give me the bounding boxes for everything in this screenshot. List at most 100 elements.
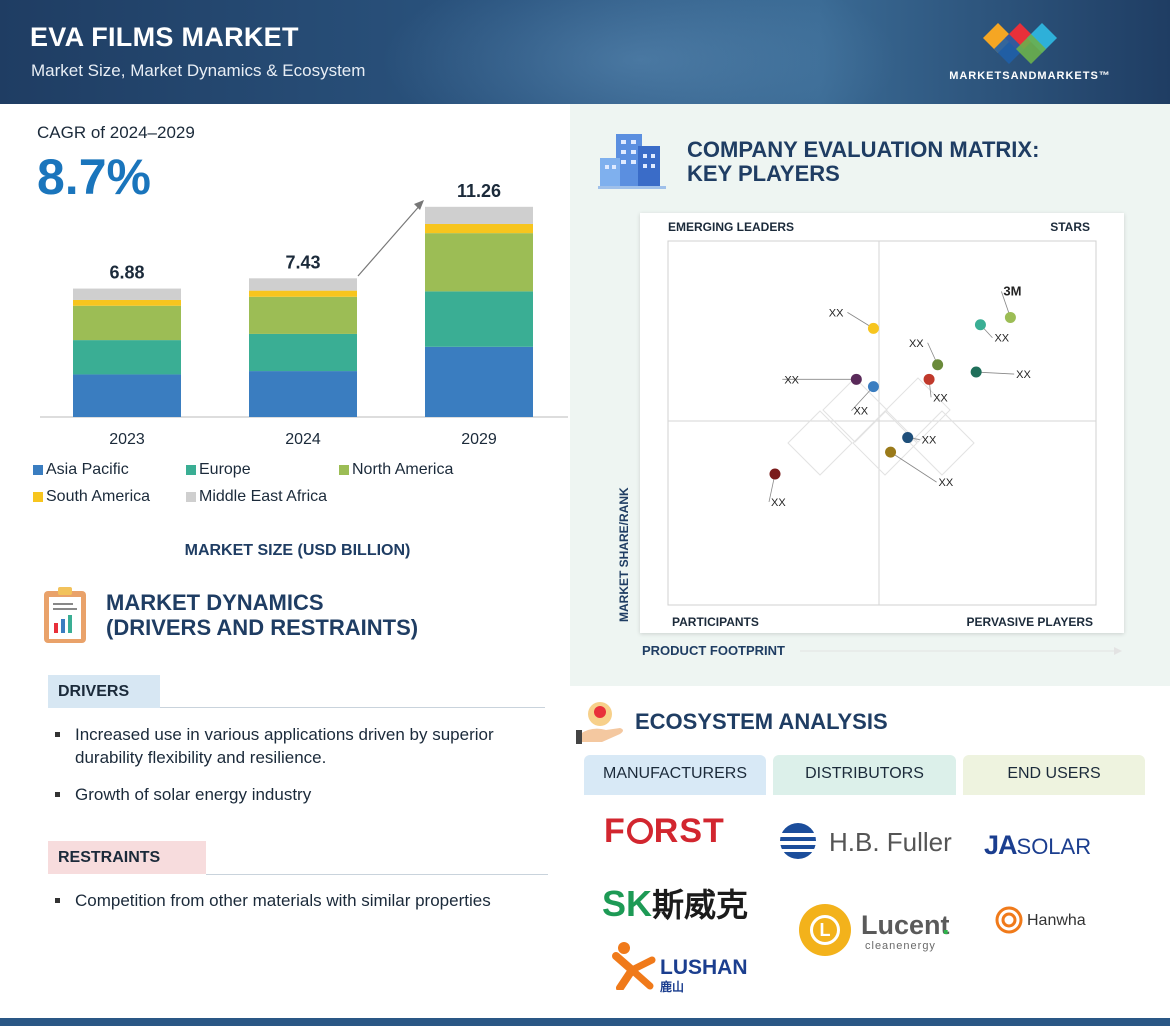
market-dynamics-title-line2: (DRIVERS AND RESTRAINTS) xyxy=(106,615,419,640)
bar-segment xyxy=(425,206,533,224)
legend-swatch xyxy=(186,465,196,475)
restraints-list: Competition from other materials with si… xyxy=(55,889,555,926)
bar-segment xyxy=(425,223,533,234)
jasolar-logo-solar: SOLAR xyxy=(1016,834,1092,859)
quadrant-participants: PARTICIPANTS xyxy=(672,615,759,629)
player-label: XX xyxy=(994,333,1009,345)
sk-logo-cn: 斯威克 xyxy=(652,887,749,923)
first-logo: F RST xyxy=(604,812,725,851)
lucent-logo-text: Lucent xyxy=(861,910,950,940)
market-dynamics-title: MARKET DYNAMICS (DRIVERS AND RESTRAINTS) xyxy=(106,590,418,640)
bar-segment xyxy=(73,288,181,300)
hanwha-logo-text: Hanwha xyxy=(1027,912,1086,929)
bar-segment xyxy=(73,374,181,417)
header-glow xyxy=(380,0,900,104)
legend-swatch xyxy=(33,465,43,475)
market-dynamics-title-line1: MARKET DYNAMICS xyxy=(106,590,324,615)
player-dot xyxy=(885,446,897,458)
first-logo-mark xyxy=(626,818,653,844)
bar-segment xyxy=(249,333,357,372)
lucent-mark-letter: L xyxy=(819,920,831,940)
tab-distributors: DISTRIBUTORS xyxy=(773,755,956,795)
restraint-item: Competition from other materials with si… xyxy=(55,889,555,912)
legend-item: South America xyxy=(33,488,150,506)
first-logo-f: F xyxy=(604,812,626,850)
cagr-label: CAGR of 2024–2029 xyxy=(37,123,195,142)
lushan-logo-cn: 鹿山 xyxy=(660,980,685,994)
quadrant-stars: STARS xyxy=(1050,220,1090,234)
quadrant-labels: EMERGING LEADERS STARS PARTICIPANTS PERV… xyxy=(668,220,1093,629)
first-logo-rst: RST xyxy=(653,812,725,850)
x-tick-label: 2023 xyxy=(109,431,145,448)
player-dot xyxy=(1004,311,1016,323)
matrix-x-axis-label: PRODUCT FOOTPRINT xyxy=(642,643,785,658)
lushan-logo-text: LUSHAN xyxy=(660,956,748,979)
legend-label: North America xyxy=(352,461,454,478)
bar-segment xyxy=(73,340,181,375)
hanwha-logo: Hanwha xyxy=(994,905,1086,940)
matrix-title: COMPANY EVALUATION MATRIX: KEY PLAYERS xyxy=(687,138,1039,186)
player-label: XX xyxy=(784,374,799,386)
player-label: XX xyxy=(771,497,786,509)
jasolar-logo: JASOLAR xyxy=(984,830,1091,861)
ecosystem-title: ECOSYSTEM ANALYSIS xyxy=(635,709,888,734)
legend-label: South America xyxy=(46,488,151,505)
restraints-rule xyxy=(206,874,548,875)
bar-segment xyxy=(425,291,533,347)
matrix-y-axis-label: MARKET SHARE/RANK xyxy=(617,487,631,622)
player-dot xyxy=(923,373,935,385)
hbfuller-logo: H.B. Fuller xyxy=(779,822,952,867)
bar-total-label: 6.88 xyxy=(109,263,144,283)
legend-label: Asia Pacific xyxy=(46,461,129,478)
hanwha-mark-icon xyxy=(995,906,1023,934)
player-dot xyxy=(769,468,781,480)
legend-swatch xyxy=(33,492,43,502)
player-label: 3M xyxy=(1003,283,1021,298)
sk-logo: SK斯威克 xyxy=(602,880,748,926)
lucent-logo-sub: cleanenergy xyxy=(865,940,936,952)
bar-segment xyxy=(425,346,533,417)
bar-segment xyxy=(425,233,533,292)
chart-x-label: MARKET SIZE (USD BILLION) xyxy=(184,542,411,559)
evaluation-matrix: EMERGING LEADERS STARS PARTICIPANTS PERV… xyxy=(667,220,1097,629)
header-banner: EVA FILMS MARKET Market Size, Market Dyn… xyxy=(0,0,1170,104)
legend-item: Middle East Africa xyxy=(186,488,327,506)
player-leader-line xyxy=(890,451,937,483)
player-dot xyxy=(867,381,879,393)
footer-bar xyxy=(0,1018,1170,1026)
player-label: XX xyxy=(829,307,844,319)
brand-logo: MARKETSANDMARKETS™ xyxy=(930,18,1130,88)
player-label: XX xyxy=(939,477,954,489)
x-tick-label: 2029 xyxy=(461,431,497,448)
quadrant-pervasive-players: PERVASIVE PLAYERS xyxy=(967,615,1094,629)
page-subtitle: Market Size, Market Dynamics & Ecosystem xyxy=(31,61,366,80)
clipboard-chart-icon xyxy=(44,587,86,643)
tab-end-users: END USERS xyxy=(963,755,1145,795)
legend-label: Europe xyxy=(199,461,251,478)
hbfuller-mark-icon xyxy=(779,823,819,859)
player-dot xyxy=(974,319,986,331)
legend-swatch xyxy=(339,465,349,475)
bar-segment xyxy=(249,371,357,417)
legend-label: Middle East Africa xyxy=(199,488,328,505)
ecosystem-hand-icon xyxy=(576,702,623,744)
player-leader-line xyxy=(976,371,1015,375)
drivers-rule xyxy=(160,707,545,708)
page-title: EVA FILMS MARKET xyxy=(30,22,299,52)
player-dot xyxy=(970,366,982,378)
player-label: XX xyxy=(909,338,924,350)
lushan-mark-icon xyxy=(612,942,656,992)
drivers-tag: DRIVERS xyxy=(48,675,160,708)
player-dot xyxy=(902,432,914,444)
matrix-title-line2: KEY PLAYERS xyxy=(687,161,840,186)
matrix-plot-area xyxy=(667,240,1097,606)
player-dot xyxy=(850,373,862,385)
player-dot xyxy=(867,322,879,334)
x-tick-label: 2024 xyxy=(285,431,321,448)
sk-logo-s: S xyxy=(602,883,627,924)
legend-item: Europe xyxy=(186,461,251,479)
jasolar-logo-ja: JA xyxy=(984,830,1018,860)
x-axis-arrow xyxy=(800,647,1122,655)
lucent-mark-inner: L xyxy=(810,915,840,945)
bar-segment xyxy=(73,305,181,341)
